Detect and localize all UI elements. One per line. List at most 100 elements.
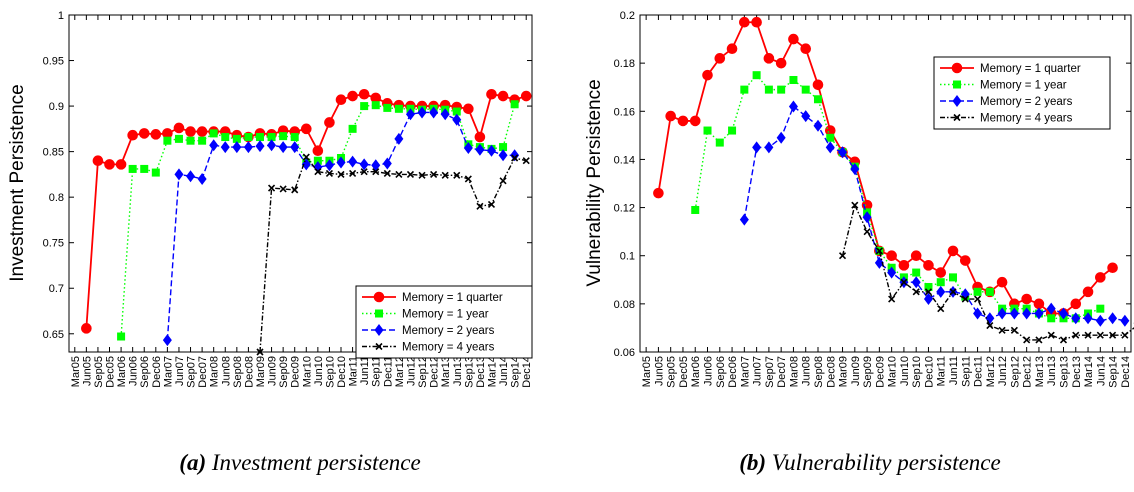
y-tick-label: 0.18 [614, 58, 635, 70]
legend-label: Memory = 1 year [980, 80, 1067, 92]
y-tick-label: 0.14 [614, 154, 635, 166]
y-axis-label: Vulnerability Persistence [584, 79, 605, 286]
x-tick-label: Mar14 [1083, 356, 1095, 387]
x-tick-label: Mar05 [70, 356, 82, 387]
data-point [406, 170, 415, 178]
data-point [764, 141, 774, 154]
data-point [440, 108, 450, 121]
data-point [324, 159, 334, 172]
x-tick-label: Mar13 [440, 356, 452, 387]
data-point [838, 146, 848, 159]
data-point [825, 141, 835, 154]
x-tick-label: Dec14 [1120, 356, 1132, 388]
data-point [715, 138, 724, 147]
y-tick-label: 0.75 [43, 238, 64, 250]
data-point [429, 106, 439, 119]
data-point [961, 295, 969, 303]
x-tick-label: Jun13 [452, 356, 464, 386]
data-point [221, 133, 230, 142]
data-point [464, 175, 472, 183]
x-tick-label: Mar09 [838, 356, 850, 387]
data-point [1009, 307, 1019, 320]
data-point [665, 110, 676, 122]
data-point [973, 307, 983, 320]
x-tick-label: Mar07 [162, 356, 174, 387]
x-tick-label: Sep14 [1108, 356, 1120, 388]
y-tick-label: 0.85 [43, 147, 64, 159]
data-point [209, 129, 218, 138]
legend-label: Memory = 1 year [402, 309, 489, 321]
legend-label: Memory = 2 years [402, 325, 495, 337]
data-point [863, 228, 871, 236]
y-tick-label: 1 [58, 10, 64, 22]
data-point [474, 131, 486, 143]
legend-label: Memory = 4 years [980, 113, 1073, 125]
legend-label: Memory = 1 quarter [402, 292, 503, 304]
data-point [862, 211, 872, 224]
data-point [290, 133, 299, 142]
y-tick-label: 0.12 [614, 203, 635, 215]
data-point [138, 128, 150, 139]
data-point [198, 136, 207, 145]
x-tick-label: Dec14 [521, 356, 533, 388]
data-point [800, 43, 812, 55]
data-point [924, 288, 933, 296]
data-point [751, 16, 762, 28]
y-tick-label: 0.06 [614, 347, 635, 359]
data-point [255, 140, 265, 153]
data-point [752, 71, 761, 80]
x-tick-label: Sep09 [278, 356, 290, 388]
x-tick-label: Dec11 [382, 356, 394, 387]
legend-marker [374, 324, 384, 336]
data-point [739, 213, 749, 226]
x-tick-label: Mar09 [255, 356, 267, 387]
x-tick-label: Mar13 [1034, 356, 1046, 387]
x-tick-label: Jun11 [359, 356, 371, 385]
data-point [475, 143, 485, 156]
data-point [875, 247, 883, 255]
x-tick-label: Sep08 [813, 356, 825, 388]
x-tick-label: Mar08 [788, 356, 800, 387]
x-tick-label: Mar08 [209, 356, 221, 387]
data-point [1107, 262, 1118, 274]
data-point [358, 88, 370, 100]
data-point [255, 133, 264, 142]
x-tick-label: Jun06 [703, 356, 715, 386]
data-point [813, 95, 822, 104]
data-point [1109, 331, 1117, 339]
x-tick-label: Mar11 [348, 356, 360, 386]
x-tick-label: Dec09 [290, 356, 302, 388]
data-point [912, 268, 921, 277]
series-line [694, 74, 1101, 319]
data-point [1084, 331, 1092, 339]
data-point [371, 101, 380, 110]
x-tick-label: Sep13 [463, 356, 475, 388]
y-tick-label: 0.2 [620, 10, 635, 22]
data-point [499, 143, 508, 152]
data-point [887, 266, 897, 279]
data-point [372, 168, 380, 176]
caption-letter: (b) [739, 450, 766, 475]
x-tick-label: Jun10 [313, 356, 325, 386]
x-tick-label: Sep11 [960, 356, 972, 387]
data-point [1108, 312, 1118, 325]
data-point [739, 16, 750, 28]
data-point [196, 126, 208, 137]
data-point [290, 141, 300, 154]
data-point [463, 141, 473, 154]
data-point [1010, 326, 1018, 334]
data-point [1058, 307, 1068, 320]
y-tick-label: 0.95 [43, 56, 64, 68]
data-point [789, 75, 798, 84]
series-line [743, 105, 1125, 322]
x-tick-label: Sep14 [510, 356, 522, 388]
x-tick-label: Jun11 [948, 356, 960, 385]
legend-marker [375, 342, 383, 351]
legend: Memory = 1 quarter Memory = 1 year Memory … [933, 56, 1111, 130]
y-tick-label: 0.9 [49, 101, 64, 113]
data-point [313, 156, 322, 165]
caption-text: Investment persistence [206, 450, 421, 475]
data-point [186, 170, 196, 183]
x-tick-label: Sep11 [371, 356, 383, 387]
